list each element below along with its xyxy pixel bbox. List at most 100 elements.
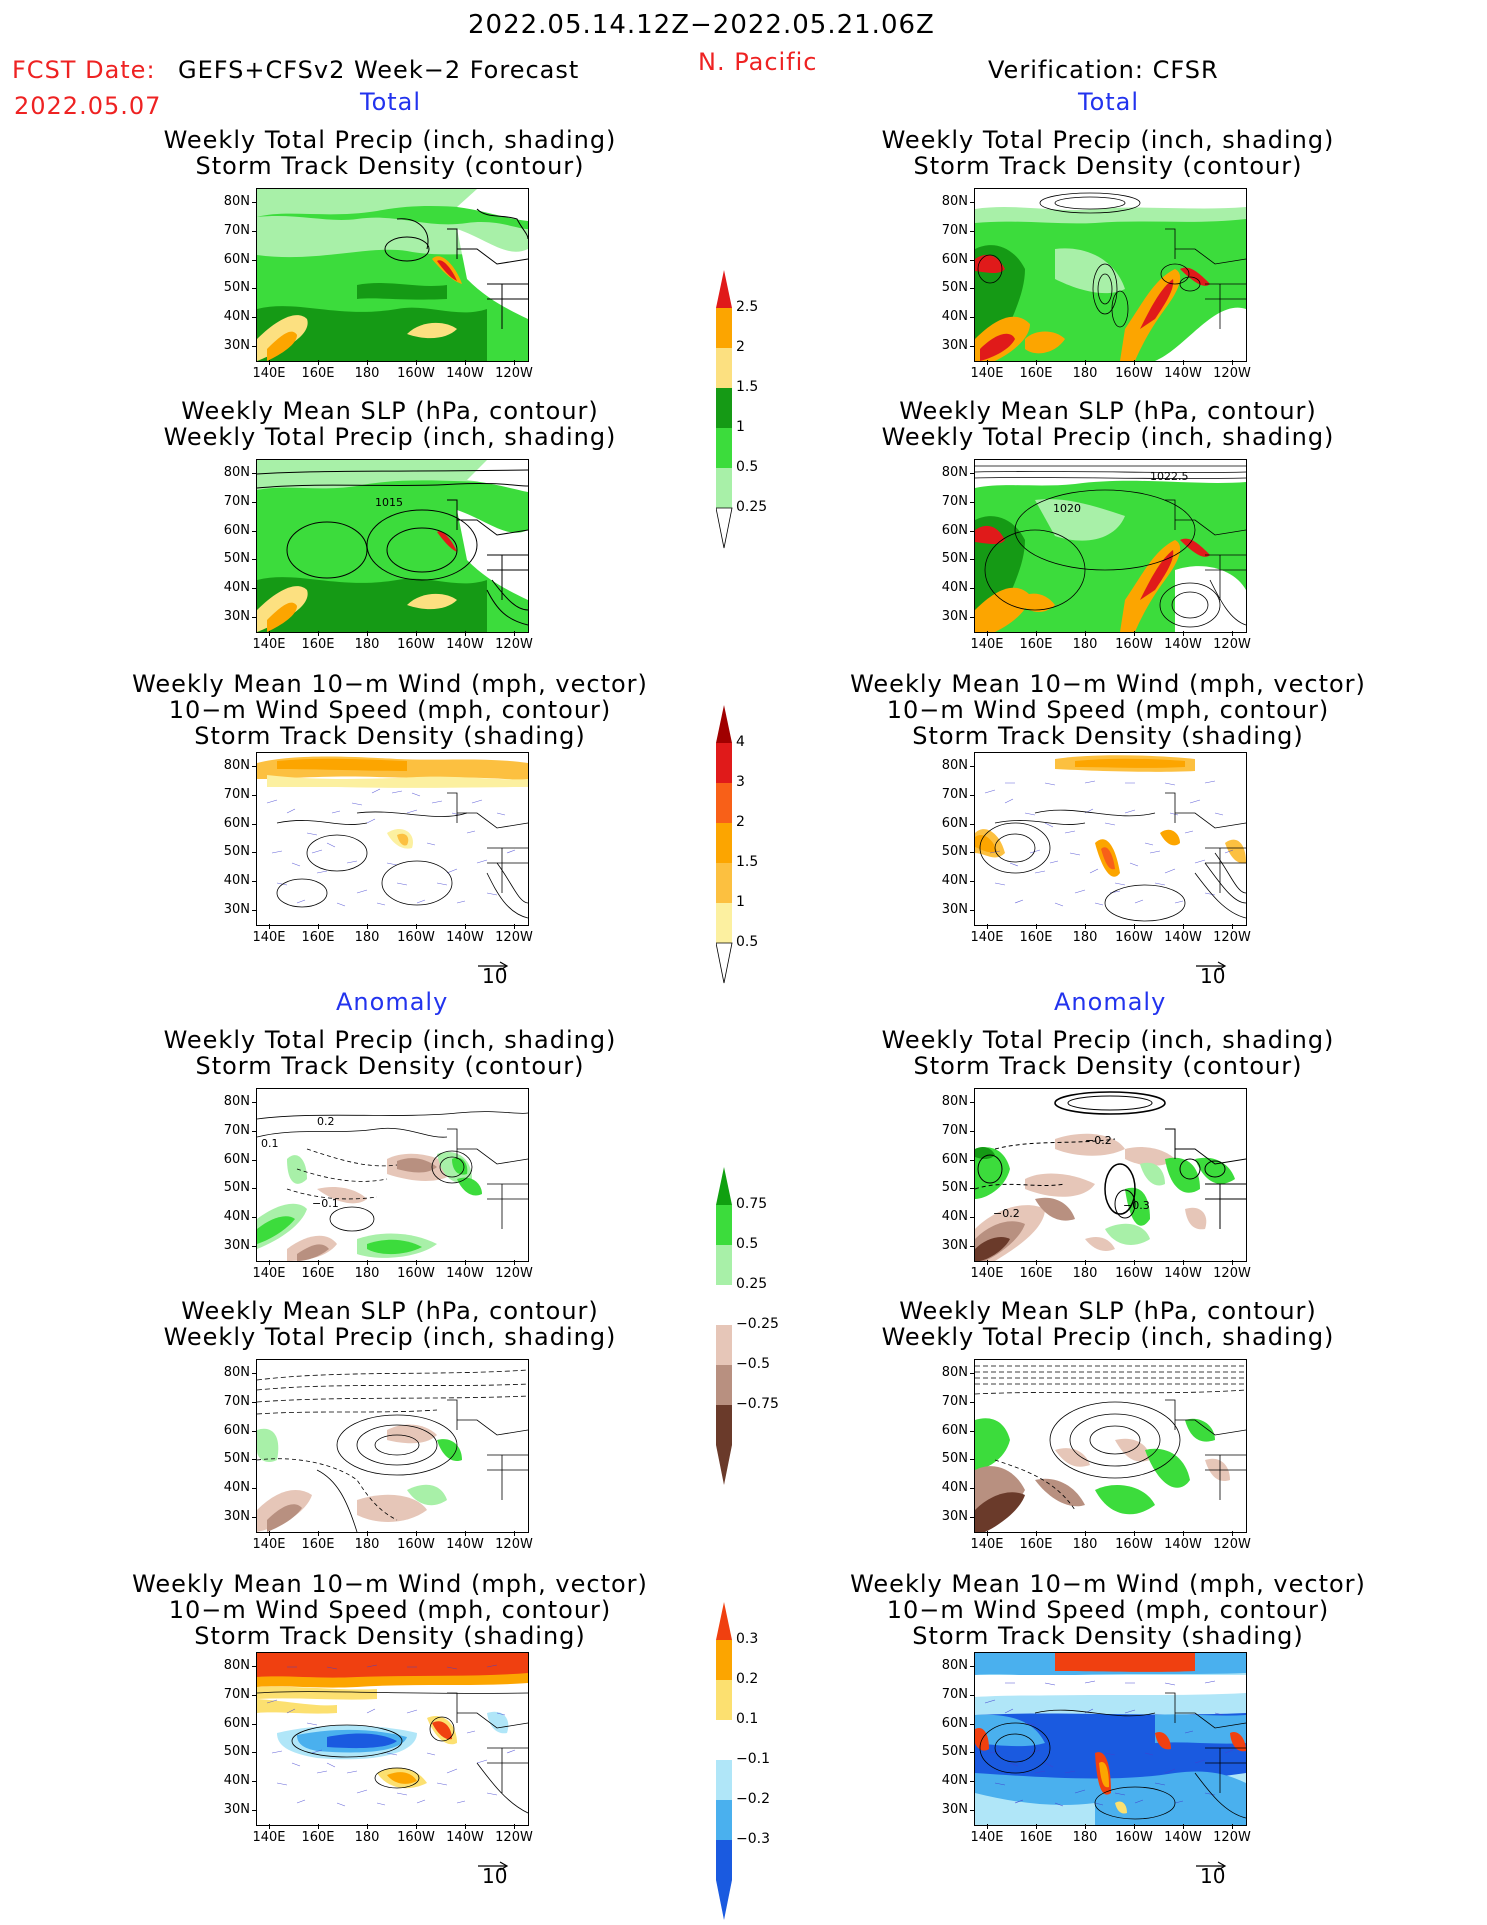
colorbar-graphic [716,270,733,549]
lon-tick-mark [987,631,988,636]
lat-tick-mark [252,1102,257,1103]
lon-tick-mark [318,360,319,365]
lat-tick-mark [252,881,257,883]
lon-tick-mark [1183,1260,1184,1265]
panel-title: Weekly Total Precip (inch, shading) Storm… [881,126,1335,180]
lon-tick-label: 160W [397,366,435,381]
lon-tick-mark [1036,360,1037,365]
lon-tick-label: 160W [397,637,435,652]
lat-tick-label: 70N [223,1686,250,1702]
lat-tick-label: 80N [941,465,968,480]
panel-title: Weekly Mean SLP (hPa, contour) Weekly Tot… [163,1297,617,1351]
lat-tick-mark [252,1810,257,1811]
lat-tick-mark [970,794,975,796]
lon-tick-mark [514,1531,515,1536]
lon-tick-mark [1085,1824,1086,1829]
lon-tick-mark [318,631,319,636]
lon-tick-label: 160W [397,1830,435,1845]
lat-tick-label: 80N [223,758,250,773]
lon-tick-label: 140W [1164,637,1202,652]
colorbar-label: 1 [736,894,745,910]
lat-tick-mark [970,1781,975,1783]
vector-reference: 10 [476,956,510,988]
lat-tick-mark [970,1694,975,1696]
lat-tick-label: 60N [223,1715,250,1731]
forecast-total-label: Total [360,88,422,116]
lat-tick-label: 60N [941,251,968,267]
lon-tick-mark [318,924,319,929]
panel-title: Weekly Mean SLP (hPa, contour) Weekly Tot… [163,397,617,451]
lon-tick-label: 160W [1115,637,1153,652]
lon-tick-mark [514,1260,515,1265]
lon-tick-mark [1183,631,1184,636]
lat-tick-label: 70N [223,1393,250,1409]
map-forecast-total-slp-precip: 1015 [256,459,529,633]
lat-tick-label: 30N [223,609,250,624]
lon-tick-mark [1085,1531,1086,1536]
lat-tick-mark [970,1217,975,1219]
lon-tick-mark [416,924,417,929]
lat-tick-label: 30N [223,902,250,917]
lon-tick-mark [269,1531,270,1536]
map-verification-anomaly-precip-storm: −0.2 −0.3 −0.2 [974,1088,1247,1262]
map-forecast-total-wind [256,752,529,926]
lon-tick-label: 140E [252,1830,286,1845]
colorbar-segment [716,1760,732,1800]
lon-tick-label: 140W [1164,1830,1202,1845]
lon-tick-label: 160E [301,637,335,652]
colorbar-label: 0.25 [736,1276,768,1292]
lat-tick-label: 70N [941,1686,968,1702]
lat-tick-mark [252,530,257,532]
map-verification-total-wind [974,752,1247,926]
lat-tick-mark [970,852,975,854]
lat-tick-mark [252,1694,257,1696]
lat-tick-mark [970,230,975,232]
colorbar-segment [716,1800,732,1840]
verification-anomaly-label: Anomaly [1054,988,1167,1016]
lat-tick-label: 60N [941,522,968,538]
lon-tick-mark [416,360,417,365]
lat-tick-mark [252,1666,257,1667]
lon-tick-label: 120W [495,930,533,945]
colorbar-bottom-arrow [716,507,733,549]
lon-tick-label: 140W [446,637,484,652]
lon-tick-mark [416,631,417,636]
lon-tick-mark [465,1260,466,1265]
map-verification-anomaly-wind [974,1652,1247,1826]
lon-tick-mark [1232,1824,1233,1829]
lat-tick-label: 70N [941,222,968,238]
lon-tick-label: 120W [495,1266,533,1281]
map-forecast-anomaly-slp-precip [256,1359,529,1533]
lat-tick-mark [252,823,257,825]
lat-tick-mark [252,1459,257,1461]
contour-label: −0.3 [1123,1199,1150,1212]
colorbar-label: 2 [736,814,745,830]
lat-tick-label: 30N [223,1509,250,1524]
lon-tick-label: 120W [1213,1266,1251,1281]
lat-tick-label: 40N [223,580,250,596]
lat-tick-label: 50N [941,844,968,860]
verification-label: Verification: CFSR [988,56,1219,84]
lon-tick-mark [465,360,466,365]
colorbar-label: −0.5 [736,1356,770,1372]
lat-tick-mark [252,559,257,561]
lon-tick-mark [1134,1531,1135,1536]
lat-tick-label: 30N [941,902,968,917]
contour-label: 1022.5 [1150,470,1189,483]
lat-tick-label: 80N [223,465,250,480]
lat-tick-mark [970,588,975,590]
lon-tick-label: 120W [1213,930,1251,945]
lon-tick-label: 140E [970,1830,1004,1845]
colorbar-label: 0.25 [736,499,768,515]
lat-tick-mark [970,1723,975,1725]
forecast-anomaly-label: Anomaly [336,988,449,1016]
colorbar-label: −0.75 [736,1396,779,1412]
lon-tick-mark [987,1531,988,1536]
vector-reference: 10 [1194,956,1228,988]
lon-tick-label: 120W [495,366,533,381]
colorbar-label: 0.3 [736,1631,759,1647]
lon-tick-label: 160W [397,930,435,945]
lat-tick-label: 80N [941,1094,968,1109]
lat-tick-label: 50N [223,1744,250,1760]
lat-tick-mark [970,881,975,883]
